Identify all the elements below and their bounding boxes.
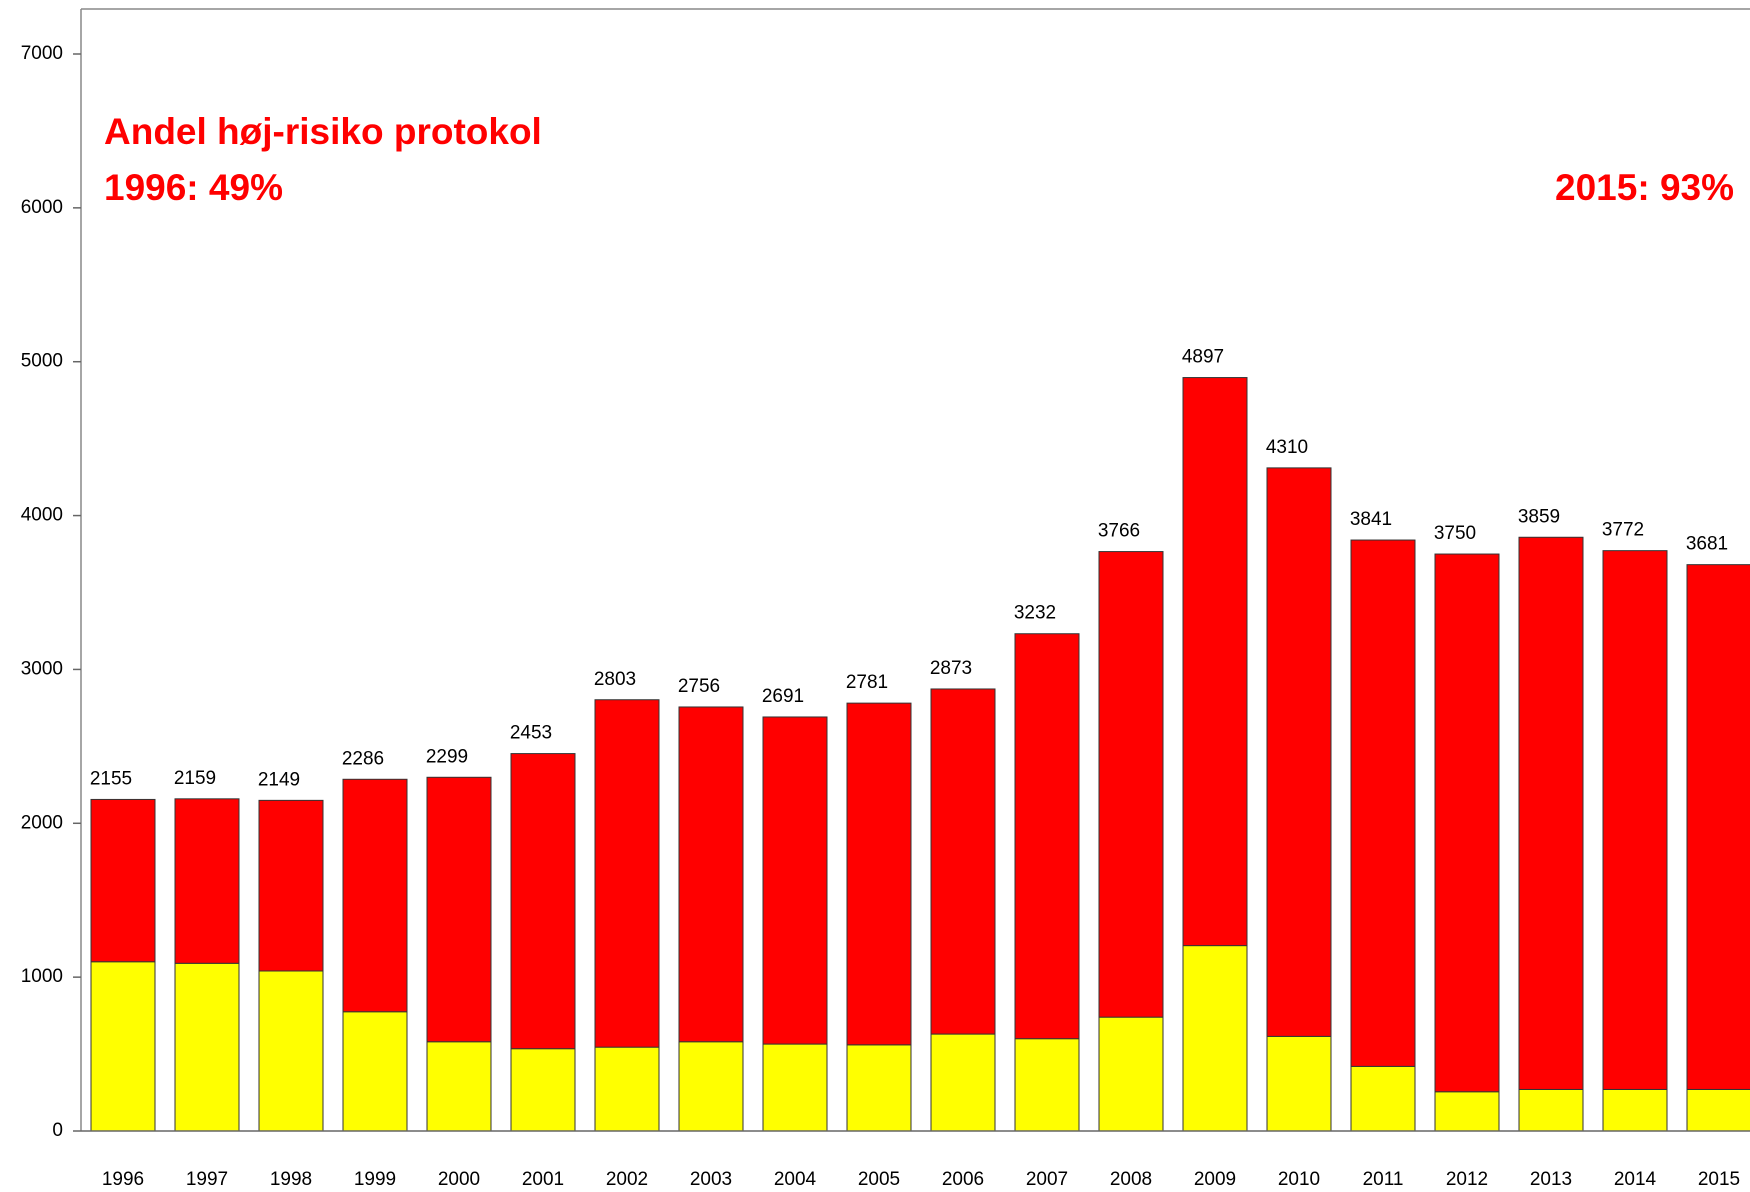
bar-segment <box>1182 945 1248 1132</box>
bar-segment <box>1518 536 1584 1090</box>
y-tick-label: 2000 <box>21 812 63 833</box>
x-tick-label: 2001 <box>522 1169 564 1190</box>
total-label: 2691 <box>762 686 804 707</box>
bar-segment <box>258 970 324 1132</box>
bar-segment <box>930 1033 996 1132</box>
x-tick-label: 2004 <box>774 1169 817 1190</box>
total-label: 3859 <box>1518 506 1560 527</box>
bar-segment <box>258 799 324 972</box>
bar-segment <box>1014 633 1080 1040</box>
total-label: 3681 <box>1686 534 1728 555</box>
x-tick-label: 2002 <box>606 1169 648 1190</box>
x-tick-label: 1996 <box>102 1169 144 1190</box>
bar-segment <box>342 1011 408 1132</box>
bar-segment <box>678 706 744 1043</box>
y-tick-label: 5000 <box>21 351 63 372</box>
bar-segment <box>1602 1088 1668 1132</box>
bar-segment <box>846 1044 912 1132</box>
total-label: 2453 <box>510 723 552 744</box>
x-tick-label: 2009 <box>1194 1169 1236 1190</box>
bar-segment <box>1098 551 1164 1018</box>
bar-segment <box>1098 1016 1164 1132</box>
annotation: 1996: 49% <box>104 167 283 208</box>
y-tick-label: 4000 <box>21 505 63 526</box>
x-tick-label: 2006 <box>942 1169 984 1190</box>
bar-segment <box>510 753 576 1050</box>
bar-segment <box>594 1046 660 1132</box>
total-label: 2155 <box>90 768 132 789</box>
annotation: 2015: 93% <box>1555 167 1734 208</box>
bar-segment <box>90 798 156 963</box>
bar-segment <box>1434 553 1500 1093</box>
total-label: 3841 <box>1350 509 1392 530</box>
x-tick-label: 1998 <box>270 1169 312 1190</box>
bar-segment <box>846 702 912 1046</box>
y-tick-label: 6000 <box>21 197 63 218</box>
bar-segment <box>90 961 156 1132</box>
total-label: 3750 <box>1434 523 1476 544</box>
x-tick-label: 2015 <box>1698 1169 1740 1190</box>
bar-segment <box>1434 1091 1500 1132</box>
x-tick-label: 2010 <box>1278 1169 1320 1190</box>
x-tick-label: 2008 <box>1110 1169 1152 1190</box>
x-tick-label: 2013 <box>1530 1169 1572 1190</box>
bar-segment <box>594 699 660 1048</box>
bar-segment <box>510 1048 576 1132</box>
bar-segment <box>1518 1088 1584 1132</box>
total-label: 2299 <box>426 746 468 767</box>
total-label: 2873 <box>930 658 972 679</box>
total-label: 4897 <box>1182 347 1224 368</box>
x-tick-label: 1997 <box>186 1169 228 1190</box>
x-tick-label: 2014 <box>1614 1169 1657 1190</box>
y-tick-label: 3000 <box>21 658 63 679</box>
x-tick-label: 2012 <box>1446 1169 1488 1190</box>
total-label: 2286 <box>342 748 384 769</box>
x-tick-label: 2003 <box>690 1169 732 1190</box>
x-tick-label: 2005 <box>858 1169 900 1190</box>
bar-segment <box>426 1041 492 1132</box>
total-label: 2803 <box>594 669 636 690</box>
bar-segment <box>1014 1038 1080 1132</box>
x-tick-label: 2011 <box>1363 1169 1404 1190</box>
bar-segment <box>762 716 828 1045</box>
total-label: 3766 <box>1098 521 1140 542</box>
y-tick-label: 7000 <box>21 43 63 64</box>
bar-segment <box>1266 467 1332 1037</box>
total-label: 2756 <box>678 676 720 697</box>
bar-segment <box>1686 564 1750 1090</box>
bar-segment <box>930 688 996 1035</box>
x-tick-label: 2007 <box>1026 1169 1068 1190</box>
x-tick-label: 1999 <box>354 1169 396 1190</box>
y-tick-label: 0 <box>52 1120 63 1141</box>
x-tick-label: 2000 <box>438 1169 480 1190</box>
total-label: 3772 <box>1602 520 1644 541</box>
bar-segment <box>342 778 408 1013</box>
bar-segment <box>174 798 240 964</box>
bar-segment <box>1182 377 1248 947</box>
annotation: Andel høj-risiko protokol <box>104 111 542 152</box>
total-label: 2159 <box>174 768 216 789</box>
total-label: 2781 <box>846 672 888 693</box>
bar-segment <box>678 1041 744 1132</box>
bar-segment <box>174 962 240 1132</box>
bar-segment <box>1350 539 1416 1067</box>
bar-segment <box>1350 1065 1416 1132</box>
total-label: 4310 <box>1266 437 1308 458</box>
bar-segment <box>1602 550 1668 1090</box>
bar-segment <box>1266 1035 1332 1132</box>
total-label: 3232 <box>1014 603 1056 624</box>
y-tick-label: 1000 <box>21 966 63 987</box>
bar-segment <box>762 1043 828 1132</box>
bar-segment <box>1686 1088 1750 1132</box>
bar-segment <box>426 776 492 1043</box>
total-label: 2149 <box>258 769 300 790</box>
